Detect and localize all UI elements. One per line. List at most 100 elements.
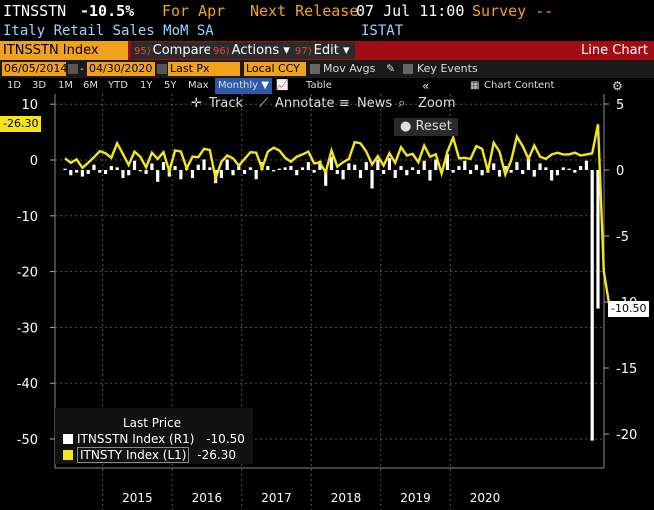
bar [312,170,316,173]
bar [329,156,334,170]
mov-avgs-checkbox[interactable] [310,64,320,74]
tick-label: -5 [616,230,629,245]
bar [532,170,536,177]
dropdown-icon: ▾ [283,43,290,58]
ticker-field[interactable]: ITNSSTN Index [0,41,128,60]
bar [561,167,565,170]
year-label: 2015 [122,491,153,505]
bar [115,167,119,170]
tick-label: 0 [616,164,624,179]
bar [63,168,67,170]
bar [173,166,177,170]
key-events-checkbox[interactable] [403,64,413,74]
bar [428,170,432,181]
currency-select[interactable]: Local CCY [244,62,306,76]
bar [480,170,484,176]
bar [405,170,409,176]
range-1m[interactable]: 1M [58,80,73,91]
security-info: Italy Retail Sales MoM SA ISTAT [0,22,654,41]
legend: Last Price ITNSSTN Index (R1) -10.50 ITN… [55,408,253,464]
crosshair-icon[interactable]: ✛ [191,96,202,111]
compare-button[interactable]: 95)Compare ▾ [131,42,228,59]
gear-icon[interactable]: ⚙ [612,79,623,93]
bar [179,170,183,180]
bar [219,170,224,178]
range-3d[interactable]: 3D [32,80,47,91]
legend-item: ITNSTY Index (L1) -26.30 [63,447,236,463]
edit-button[interactable]: 97) Edit ▾ [292,42,355,59]
annotate-button[interactable]: Annotate [275,96,335,111]
line-chart-icon[interactable]: 📈 [276,80,289,91]
bar [521,170,525,174]
bar [358,170,363,178]
function-toolbar: ITNSSTN Index 95)Compare ▾ 96)Actions ▾ … [0,41,654,60]
key-events-label: Key Events [417,62,478,75]
bar [497,170,502,177]
bar [248,167,252,170]
range-6m[interactable]: 6M [83,80,98,91]
chart-tools: ✛ Track ⟋ Annotate ≡ News ⌕ Zoom [185,95,460,113]
range-bar: 1D 3D 1M 6M YTD 1Y 5Y Max Monthly ▼ 📈 Ta… [0,78,654,94]
end-date-field[interactable]: 04/30/2020 [87,62,155,76]
bar [457,166,461,170]
tick-label: -10 [17,210,38,225]
bar [550,170,554,181]
mov-avgs-label: Mov Avgs [323,62,376,75]
frequency-select[interactable]: Monthly ▼ [215,78,272,94]
actions-button[interactable]: 96) Actions ▾ [210,42,295,59]
bar [295,170,299,176]
bar [573,170,577,173]
collapse-icon[interactable]: « [422,79,430,93]
reset-button[interactable]: ● Reset [394,118,458,136]
range-ytd[interactable]: YTD [108,80,128,91]
bar [584,160,589,170]
legend-swatch [63,450,73,460]
bar [382,170,386,174]
bar [422,160,426,170]
bar [225,159,229,170]
tick-label: -40 [17,377,38,392]
tick-label: -50 [17,433,38,448]
zoom-icon[interactable]: ⌕ [398,96,406,111]
bar [515,162,519,170]
price-field-select[interactable]: Last Px [168,62,240,76]
chart-content-icon[interactable]: ▦ [470,80,480,91]
track-button[interactable]: Track [209,96,244,111]
bar [196,164,200,170]
bar [393,170,397,178]
annotate-icon[interactable]: ⟋ [259,96,269,111]
security-name: Italy Retail Sales MoM SA [3,23,214,39]
news-icon[interactable]: ≡ [339,96,350,111]
bar [109,166,113,170]
range-1y[interactable]: 1Y [140,80,153,91]
last-change: -10.5% [80,2,135,20]
table-button[interactable]: Table [306,80,332,91]
news-button[interactable]: News [357,96,393,111]
range-5y[interactable]: 5Y [164,80,177,91]
bar [399,166,403,170]
bar [202,159,206,170]
bar [289,166,293,170]
last-value-right: -10.50 [608,300,650,317]
bar [254,170,258,180]
calendar-icon[interactable] [157,64,167,74]
start-date-field[interactable]: 06/05/2014 [2,62,68,76]
range-max[interactable]: Max [188,80,209,91]
chart-content-button[interactable]: Chart Content [484,80,555,91]
legend-item: ITNSSTN Index (R1) -10.50 [63,432,245,446]
bar [306,162,310,170]
reset-icon: ● [400,119,412,134]
bar [243,170,247,174]
calendar-icon[interactable] [68,64,78,74]
tick-label: 0 [30,154,38,169]
bar [266,166,270,170]
bar [347,163,351,170]
bar [503,166,507,170]
range-1d[interactable]: 1D [7,80,22,91]
pencil-icon[interactable]: ✎ [386,62,396,75]
bar [376,159,380,170]
source: ISTAT [361,23,404,39]
next-release-label: Next Release [250,2,359,20]
bar [538,163,542,170]
zoom-button[interactable]: Zoom [418,96,456,111]
